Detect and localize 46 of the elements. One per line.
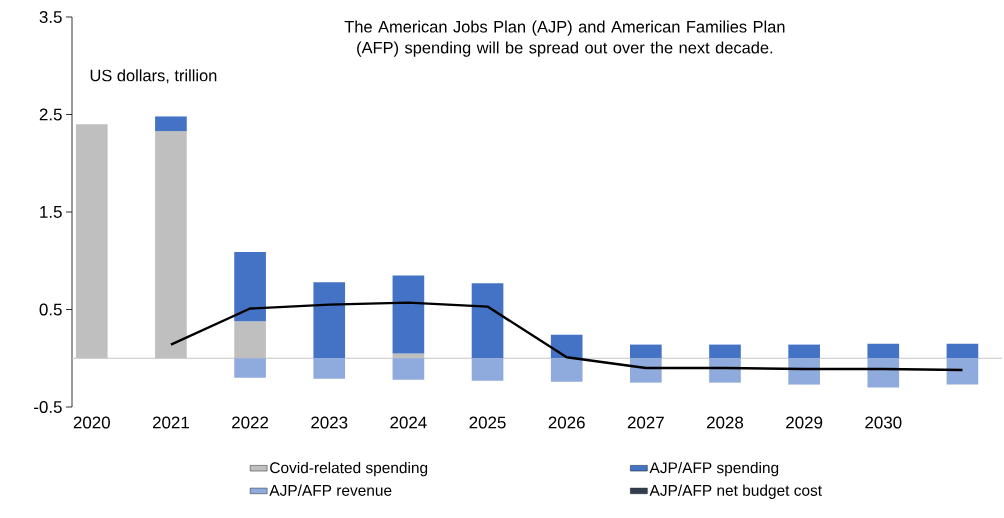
y-tick-label: 2.5 xyxy=(39,108,62,121)
bar xyxy=(471,283,504,359)
x-tick-label: 2029 xyxy=(786,416,823,429)
x-tick-label: 2026 xyxy=(548,416,585,429)
legend-label: AJP/AFP revenue xyxy=(269,484,392,496)
x-tick-label: 2030 xyxy=(865,416,902,429)
x-tick-label: 2028 xyxy=(707,416,744,429)
bar xyxy=(630,358,662,383)
bar xyxy=(392,358,425,380)
text: The American Jobs Plan (AJP) and American Families Plan (AFP) spending will be spread out over the next decade. xyxy=(344,20,785,57)
bar xyxy=(709,344,741,359)
bar xyxy=(392,275,425,354)
bar xyxy=(788,344,820,359)
y-tick-label: 3.5 xyxy=(39,11,62,23)
bar xyxy=(946,358,979,385)
bar xyxy=(234,358,266,378)
x-tick-label: 2025 xyxy=(469,416,506,429)
x-tick-label: 2024 xyxy=(390,416,427,429)
y-tick-label: 1.5 xyxy=(40,206,62,218)
bar xyxy=(788,358,820,385)
bar xyxy=(313,282,346,359)
bar xyxy=(392,353,425,359)
y-axis-title: US dollars, trillion xyxy=(90,69,217,84)
bar xyxy=(867,358,900,388)
bar xyxy=(550,334,583,359)
bar xyxy=(471,358,504,381)
line-series xyxy=(169,301,964,372)
bar xyxy=(709,358,741,383)
x-tick-label: 2020 xyxy=(73,416,110,429)
bar xyxy=(234,251,266,322)
bar xyxy=(234,321,266,359)
x-tick-label: 2021 xyxy=(152,416,189,429)
y-tick-label: -0.5 xyxy=(34,401,62,413)
bar xyxy=(867,343,900,359)
y-tick-label: 0.5 xyxy=(39,303,62,316)
bar xyxy=(946,343,979,359)
bar xyxy=(313,358,346,379)
x-tick-label: 2023 xyxy=(311,416,348,429)
legend-label: AJP/AFP spending xyxy=(649,461,779,477)
legend-label: AJP/AFP net budget cost xyxy=(649,484,822,499)
bar xyxy=(155,116,187,132)
x-tick-label: 2027 xyxy=(627,416,664,429)
bar xyxy=(550,358,583,382)
bar xyxy=(630,344,662,359)
legend-label: Covid-related spending xyxy=(270,461,428,477)
x-tick-label: 2022 xyxy=(232,416,269,429)
